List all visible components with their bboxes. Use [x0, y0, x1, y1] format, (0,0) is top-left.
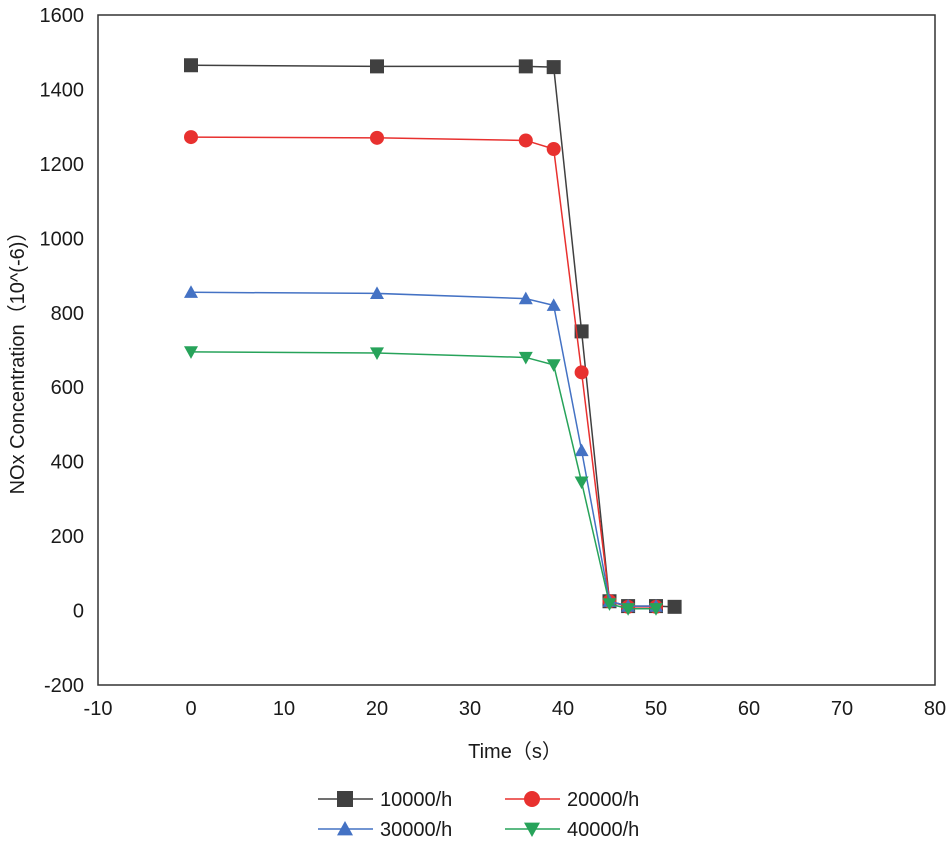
data-point-marker: [621, 603, 636, 616]
x-axis-ticks: -10 0 10 20 30 40 50 60 70 80: [84, 698, 947, 720]
data-point-marker: [602, 598, 617, 611]
legend-marker-swatch: [524, 791, 540, 807]
series-10000h-group: [184, 58, 682, 614]
series-40000h-group: [184, 346, 663, 616]
data-point-marker: [518, 133, 533, 148]
y-tick-label: 200: [51, 526, 84, 548]
y-tick-label: 0: [73, 601, 84, 623]
data-point-marker: [518, 59, 533, 74]
data-point-marker: [518, 351, 533, 365]
data-point-marker: [574, 443, 589, 457]
data-point-marker: [546, 359, 561, 372]
data-point-marker: [574, 476, 589, 490]
y-tick-label: 1200: [40, 154, 85, 176]
legend: 10000/h 20000/h 30000/h 40000/h: [318, 789, 639, 841]
x-tick-label: 70: [831, 698, 853, 720]
data-point-marker: [370, 286, 384, 300]
x-tick-label: 0: [185, 698, 196, 720]
data-point-marker: [667, 599, 682, 614]
data-point-marker: [370, 347, 384, 360]
x-axis-title: Time（s）: [468, 740, 562, 763]
legend-item: 20000/h: [505, 789, 639, 811]
data-point-marker: [649, 603, 663, 616]
x-tick-label: 60: [738, 698, 760, 720]
legend-item: 10000/h: [318, 789, 452, 811]
y-tick-label: 400: [51, 452, 84, 474]
x-tick-label: 40: [552, 698, 574, 720]
data-point-marker: [370, 59, 384, 74]
x-tick-label: -10: [84, 698, 113, 720]
legend-item: 40000/h: [505, 819, 639, 841]
legend-label: 40000/h: [567, 819, 639, 841]
y-axis-ticks: -200 0 200 400 600 800 1000 1200 1400 1600: [40, 5, 85, 697]
y-tick-label: 600: [51, 377, 84, 399]
legend-marker-swatch: [524, 822, 540, 837]
x-tick-label: 20: [366, 698, 388, 720]
series-layer: [184, 58, 682, 616]
plot-area-frame: [97, 14, 936, 686]
y-axis-title: NOx Concentration（10^(-6)）: [6, 222, 29, 495]
data-point-marker: [546, 60, 561, 75]
legend-label: 30000/h: [380, 819, 452, 841]
data-point-marker: [546, 298, 561, 311]
legend-marker-swatch: [337, 791, 353, 807]
x-tick-label: 50: [645, 698, 667, 720]
y-tick-label: 1000: [40, 228, 85, 250]
series-line: [190, 291, 656, 607]
data-point-marker: [546, 142, 561, 156]
data-point-marker: [184, 58, 198, 73]
data-point-marker: [370, 130, 384, 145]
legend-item: 30000/h: [318, 819, 452, 841]
legend-marker-swatch: [337, 821, 353, 836]
legend-label: 20000/h: [567, 789, 639, 811]
y-tick-label: 1600: [40, 5, 85, 27]
series-line: [190, 64, 675, 608]
x-tick-label: 30: [459, 698, 481, 720]
x-tick-label: 80: [924, 698, 946, 720]
data-point-marker: [184, 130, 198, 145]
y-tick-label: 1400: [40, 79, 85, 101]
data-point-marker: [184, 346, 198, 359]
data-point-marker: [574, 324, 589, 339]
data-point-marker: [184, 285, 198, 298]
y-tick-label: 800: [51, 303, 84, 325]
legend-label: 10000/h: [380, 789, 452, 811]
data-point-marker: [574, 365, 589, 380]
data-point-marker: [518, 291, 533, 305]
series-20000h-group: [184, 130, 663, 614]
x-tick-label: 10: [273, 698, 295, 720]
y-tick-label: -200: [44, 675, 84, 697]
